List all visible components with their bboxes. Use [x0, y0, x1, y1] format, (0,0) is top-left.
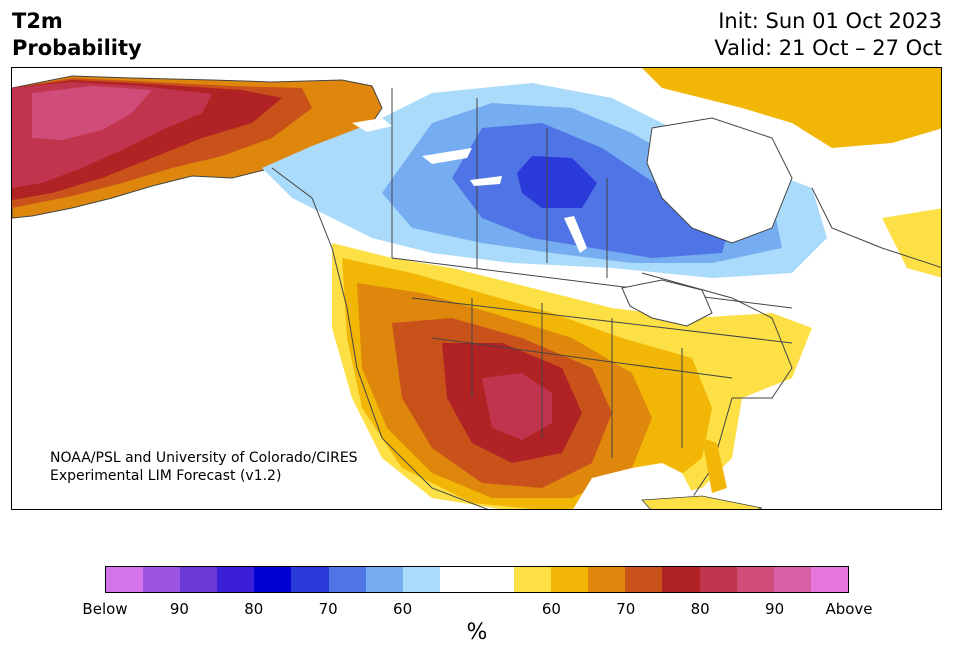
credit-text: NOAA/PSL and University of Colorado/CIRE… — [50, 449, 358, 485]
colorbar-segment — [662, 567, 700, 592]
colorbar-tick-label: 80 — [244, 600, 264, 618]
lake-winnipeg — [564, 216, 587, 253]
colorbar-tick-label: 60 — [541, 600, 561, 618]
forecast-dates: Init: Sun 01 Oct 2023 Valid: 21 Oct – 27… — [714, 8, 942, 62]
valid-range: Valid: 21 Oct – 27 Oct — [714, 36, 942, 60]
colorbar-segment — [514, 567, 552, 592]
colorbar-segment — [291, 567, 329, 592]
border-lines — [271, 88, 941, 509]
colorbar-tick-label: 70 — [318, 600, 338, 618]
credit-line-2: Experimental LIM Forecast (v1.2) — [50, 468, 282, 484]
great-lakes — [621, 279, 713, 327]
region-canada-cold-90 — [517, 156, 597, 208]
cuba — [641, 495, 763, 509]
map-canvas — [12, 68, 941, 509]
colorbar-segment — [736, 567, 774, 592]
colorbar-tick-label: 90 — [169, 600, 189, 618]
colorbar-segment — [551, 567, 589, 592]
colorbar-unit: % — [466, 620, 488, 645]
colorbar-segment — [699, 567, 737, 592]
colorbar-tick-label: 60 — [393, 600, 413, 618]
region-northeast-warm — [642, 68, 941, 148]
title-product: Probability — [12, 36, 142, 60]
map-title: T2m Probability — [12, 8, 142, 62]
region-us-warm-80 — [482, 373, 552, 440]
region-alaska-peak — [32, 86, 152, 140]
title-variable: T2m — [12, 9, 63, 33]
colorbar — [105, 566, 849, 593]
colorbar-segment — [476, 567, 515, 592]
region-labrador-warm — [882, 208, 941, 278]
colorbar-tick-label: 70 — [616, 600, 636, 618]
colorbar-segment — [217, 567, 255, 592]
colorbar-tick-label: Below — [82, 600, 128, 618]
colorbar-segment — [588, 567, 626, 592]
great-slave-lake — [422, 148, 472, 164]
colorbar-segment — [180, 567, 218, 592]
colorbar-segment — [773, 567, 811, 592]
probability-map: NOAA/PSL and University of Colorado/CIRE… — [11, 67, 942, 510]
colorbar-segment — [402, 567, 440, 592]
colorbar-segment — [254, 567, 292, 592]
init-date: Init: Sun 01 Oct 2023 — [718, 9, 942, 33]
great-bear-lake — [352, 118, 392, 132]
lake-athabasca — [470, 176, 502, 186]
gulf-of-mexico — [573, 463, 701, 509]
colorbar-segment — [810, 567, 848, 592]
colorbar-segment — [439, 567, 477, 592]
colorbar-tick-label: 90 — [765, 600, 785, 618]
colorbar-tick-label: Above — [825, 600, 873, 618]
hudson-bay — [646, 117, 793, 244]
colorbar-segment — [328, 567, 366, 592]
colorbar-segment — [625, 567, 663, 592]
colorbar-segment — [365, 567, 403, 592]
florida-tip — [702, 438, 727, 493]
colorbar-segment — [106, 567, 144, 592]
credit-line-1: NOAA/PSL and University of Colorado/CIRE… — [50, 450, 358, 466]
colorbar-segment — [143, 567, 181, 592]
colorbar-tick-label: 80 — [690, 600, 710, 618]
